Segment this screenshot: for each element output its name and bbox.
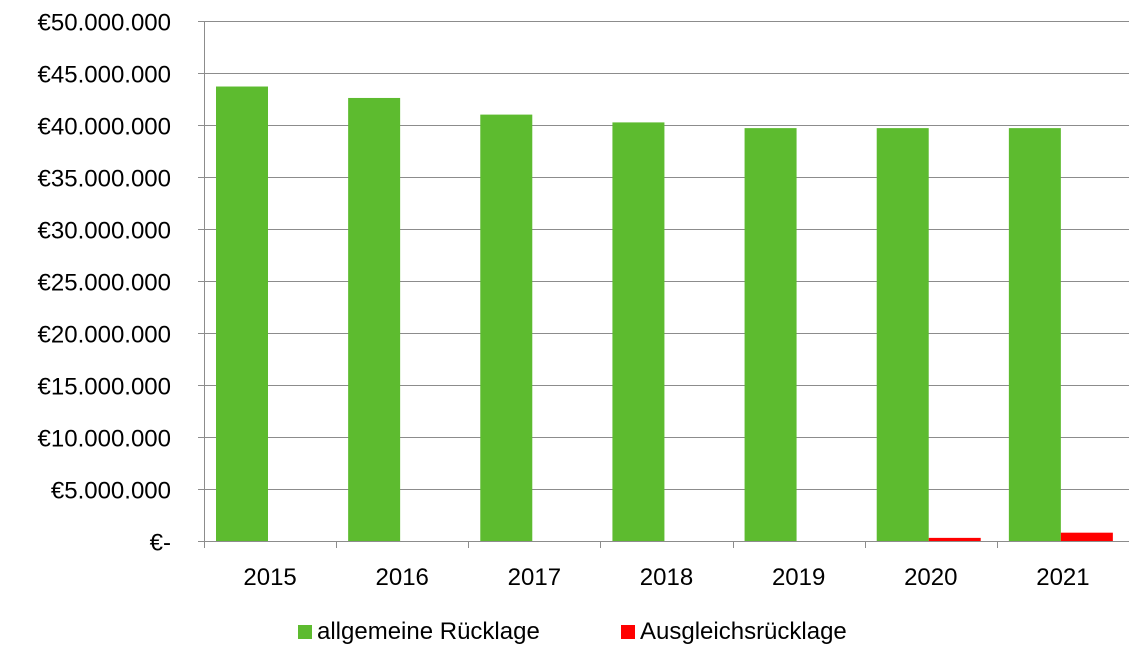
y-tick-label: €40.000.000 — [38, 114, 171, 141]
x-tick-label: 2016 — [376, 564, 429, 591]
y-tick-label: €45.000.000 — [38, 62, 171, 89]
legend-label: Ausgleichsrücklage — [640, 618, 847, 645]
legend: allgemeine Rücklage Ausgleichsrücklage — [0, 618, 1129, 648]
y-tick-label: €25.000.000 — [38, 270, 171, 297]
bars — [216, 86, 1113, 542]
bar-ausgleichsruecklage-2020 — [928, 537, 981, 541]
y-tick-label: €35.000.000 — [38, 166, 171, 193]
bar-allgemeine-ruecklage-2019 — [744, 128, 797, 541]
bar-allgemeine-ruecklage-2021 — [1008, 128, 1061, 541]
x-tick-label: 2018 — [640, 564, 693, 591]
x-tick-label: 2019 — [772, 564, 825, 591]
y-axis-tick-labels: €- €5.000.000 €10.000.000 €15.000.000 €20.00… — [38, 10, 171, 557]
x-tick-label: 2020 — [904, 564, 957, 591]
gridlines — [204, 21, 1129, 490]
axes — [198, 21, 1129, 548]
y-tick-label: €15.000.000 — [38, 374, 171, 401]
x-tick-label: 2017 — [508, 564, 561, 591]
x-axis-tick-labels: 2015 2016 2017 2018 2019 2020 2021 — [243, 564, 1089, 591]
legend-swatch-green — [298, 625, 312, 639]
legend-item-ausgleichsruecklage: Ausgleichsrücklage — [621, 618, 847, 646]
bar-ausgleichsruecklage-2021 — [1060, 532, 1113, 541]
bar-allgemeine-ruecklage-2018 — [612, 122, 665, 542]
y-tick-label: €20.000.000 — [38, 322, 171, 349]
legend-item-allgemeine-ruecklage: allgemeine Rücklage — [298, 618, 540, 646]
y-tick-label: €50.000.000 — [38, 10, 171, 37]
x-tick-label: 2021 — [1036, 564, 1089, 591]
y-tick-label: €- — [150, 530, 171, 557]
y-tick-label: €5.000.000 — [51, 478, 171, 505]
bar-chart: €- €5.000.000 €10.000.000 €15.000.000 €20.00… — [38, 10, 1129, 591]
bar-allgemeine-ruecklage-2017 — [480, 114, 533, 541]
bar-allgemeine-ruecklage-2016 — [348, 97, 401, 542]
y-tick-label: €10.000.000 — [38, 426, 171, 453]
legend-swatch-red — [621, 625, 635, 639]
bar-allgemeine-ruecklage-2020 — [876, 128, 929, 541]
bar-allgemeine-ruecklage-2015 — [216, 86, 268, 542]
y-tick-label: €30.000.000 — [38, 218, 171, 245]
x-tick-label: 2015 — [243, 564, 296, 591]
legend-label: allgemeine Rücklage — [317, 618, 540, 645]
